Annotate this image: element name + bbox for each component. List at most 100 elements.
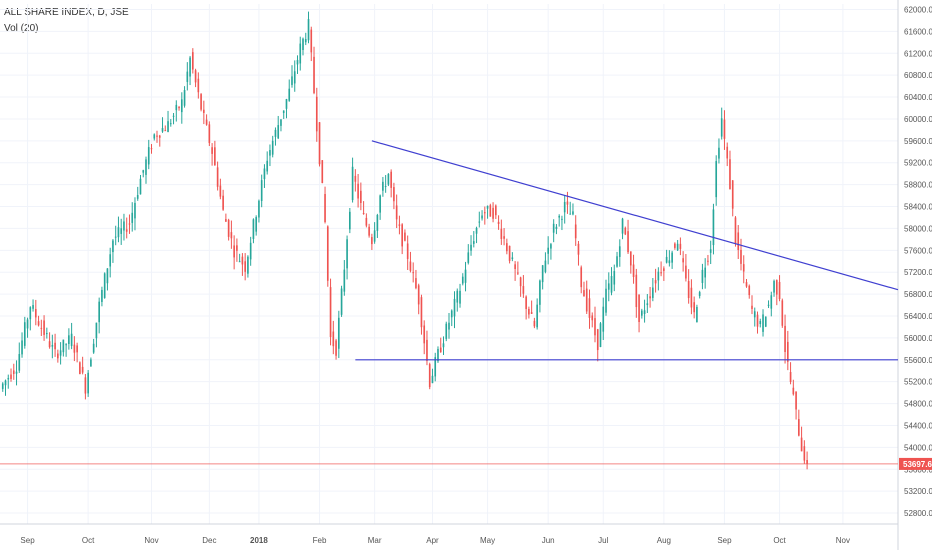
candle-body (404, 232, 406, 241)
candle-body (718, 147, 720, 159)
candle-body (145, 159, 147, 175)
price-tick-label: 58400.00 (904, 203, 932, 212)
price-tick-label: 52800.00 (904, 509, 932, 518)
candle-body (406, 243, 409, 259)
candle-body (701, 269, 704, 283)
candle-body (665, 256, 668, 263)
candle-body (277, 125, 280, 139)
symbol-title[interactable]: ALL SHARE INDEX, D, JSE (4, 7, 129, 18)
candle-body (660, 272, 662, 274)
candle-body (806, 460, 808, 464)
candle-body (775, 280, 778, 295)
candle-body (4, 380, 7, 386)
candle-body (690, 287, 693, 308)
candle-body (483, 212, 486, 214)
volume-indicator-label[interactable]: Vol (20) (4, 23, 39, 34)
candle-body (698, 292, 701, 296)
candle-body (577, 243, 580, 255)
candle-body (398, 224, 401, 226)
time-axis[interactable]: Sep Oct Nov Dec 2018 Feb Mar Apr May Jun Jul Aug Sep… (20, 536, 850, 545)
candle-body (178, 106, 180, 109)
candle-body (365, 217, 368, 226)
candle-body (536, 304, 538, 328)
candle-body (225, 219, 227, 222)
candle-body (128, 223, 131, 225)
price-tick-label: 60800.00 (904, 71, 932, 80)
candle-body (21, 340, 23, 355)
candle-body (511, 257, 514, 260)
candle-body (517, 272, 519, 274)
candle-body (401, 224, 403, 247)
price-tick-label: 56000.00 (904, 334, 932, 343)
time-tick-label: Apr (426, 536, 439, 545)
candle-body (762, 314, 764, 332)
candle-body (247, 256, 249, 274)
candle-body (368, 226, 370, 236)
candle-body (360, 190, 362, 204)
candle-body (318, 122, 321, 165)
time-tick-label: Sep (20, 536, 35, 545)
candle-body (693, 302, 695, 313)
candle-body (621, 218, 624, 234)
candle-body (800, 437, 803, 452)
candle-body (764, 316, 767, 327)
time-tick-label: Mar (368, 536, 382, 545)
candle-body (200, 94, 202, 110)
candle-body (453, 298, 456, 317)
candle-body (84, 377, 87, 394)
time-tick-label: May (480, 536, 495, 545)
candle-body (522, 286, 525, 294)
time-tick-label: Nov (836, 536, 850, 545)
candle-body (169, 123, 172, 125)
candle-body (555, 226, 558, 230)
price-tick-label: 60400.00 (904, 93, 932, 102)
candle-body (51, 345, 54, 347)
candle-body (445, 323, 448, 339)
candle-body (467, 252, 470, 263)
time-tick-label: Jul (598, 536, 608, 545)
candle-body (167, 121, 169, 132)
candle-body (654, 280, 657, 284)
candle-body (216, 167, 219, 187)
candle-body (120, 228, 123, 234)
candle-body (23, 322, 26, 346)
candle-body (307, 19, 310, 41)
candle-body (550, 244, 552, 249)
price-axis[interactable]: 52800.0053200.0053600.0054000.0054400.00… (899, 5, 932, 518)
candle-body (233, 245, 235, 258)
candle-body (596, 329, 599, 351)
candle-body (470, 244, 472, 251)
candle-body (139, 178, 142, 195)
candle-body (591, 315, 594, 321)
candle-body (528, 308, 530, 315)
candle-body (255, 217, 258, 232)
candle-body (384, 186, 387, 188)
last-price-label: 53697.62 (903, 460, 932, 469)
candle-body (751, 305, 753, 309)
candle-body (640, 310, 643, 316)
candle-body (81, 366, 84, 373)
candle-body (770, 295, 773, 309)
candle-body (186, 71, 189, 82)
price-tick-label: 54000.00 (904, 443, 932, 452)
candle-body (340, 288, 343, 315)
candle-body (393, 187, 395, 202)
candle-body (73, 344, 76, 353)
candle-body (671, 252, 673, 263)
candle-body (98, 301, 100, 323)
candle-body (519, 277, 522, 287)
candle-body (117, 227, 120, 238)
candle-body (351, 166, 354, 201)
candle-body (379, 195, 381, 213)
candle-body (588, 298, 591, 318)
candle-body (249, 242, 252, 260)
candle-body (748, 285, 751, 296)
candle-body (709, 249, 712, 253)
candle-body (40, 327, 43, 329)
candle-body (293, 71, 296, 84)
candle-body (574, 224, 577, 239)
price-tick-label: 56800.00 (904, 290, 932, 299)
candle-body (500, 228, 503, 239)
candle-body (781, 300, 784, 326)
